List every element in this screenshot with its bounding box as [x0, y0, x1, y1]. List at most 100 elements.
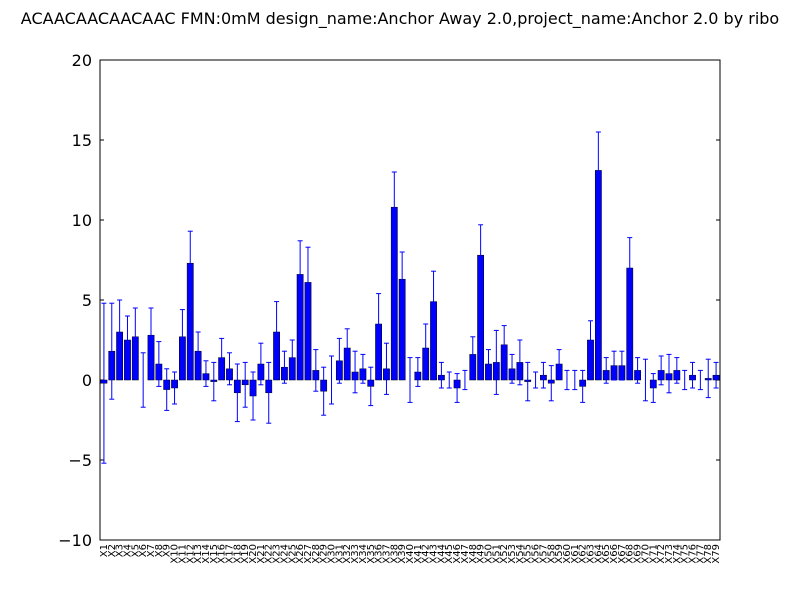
x-tick-label: X65 — [601, 544, 612, 564]
x-tick-label: X75 — [680, 544, 691, 564]
error-bar — [289, 339, 295, 376]
error-bar — [446, 371, 452, 389]
x-tick-label: X18 — [232, 544, 243, 564]
error-bar — [187, 230, 193, 296]
error-bar — [297, 240, 303, 309]
error-bar — [470, 336, 476, 373]
error-bar — [674, 357, 680, 384]
error-bar — [533, 371, 539, 389]
error-bar — [580, 369, 586, 403]
error-bar — [438, 361, 444, 389]
error-bar — [305, 246, 311, 319]
x-tick-label: X19 — [240, 544, 251, 564]
x-tick-label: X30 — [327, 544, 338, 564]
error-bar — [148, 307, 154, 363]
error-bar — [281, 350, 287, 384]
x-tick-label: X64 — [593, 544, 604, 564]
x-tick-label: X38 — [389, 544, 400, 564]
x-tick-label: X6 — [138, 544, 149, 557]
error-bar — [525, 361, 531, 402]
x-tick-label: X59 — [554, 544, 565, 564]
x-tick-label: X67 — [617, 544, 628, 564]
error-bar — [274, 301, 280, 363]
x-tick-label: X73 — [664, 544, 675, 564]
x-tick-label: X47 — [460, 544, 471, 564]
error-bar — [344, 328, 350, 368]
x-tick-label: X63 — [586, 544, 597, 564]
x-tick-label: X55 — [523, 544, 534, 564]
x-tick-label: X16 — [217, 544, 228, 564]
error-bar — [195, 331, 201, 371]
x-tick-label: X62 — [578, 544, 589, 564]
x-tick-label: X72 — [656, 544, 667, 564]
y-tick-label: 5 — [82, 291, 92, 310]
x-tick-label: X69 — [633, 544, 644, 564]
y-tick-label: 15 — [72, 131, 92, 150]
error-bar — [383, 342, 389, 395]
x-tick-label: X22 — [264, 544, 275, 564]
x-tick-label: X42 — [421, 544, 432, 564]
error-bar — [242, 361, 248, 408]
error-bar — [619, 350, 625, 381]
x-tick-label: X36 — [374, 544, 385, 564]
x-tick-label: X57 — [538, 544, 549, 564]
x-tick-label: X79 — [711, 544, 722, 564]
x-tick-label: X60 — [562, 544, 573, 564]
x-tick-label: X24 — [279, 544, 290, 564]
error-bar — [650, 373, 656, 403]
error-bar — [595, 131, 601, 210]
x-tick-label: X45 — [444, 544, 455, 564]
error-bar — [509, 353, 515, 384]
x-tick-label: X43 — [429, 544, 440, 564]
error-bar — [572, 369, 578, 391]
error-bar — [697, 369, 703, 391]
x-tick-label: X74 — [672, 544, 683, 564]
error-bar — [250, 371, 256, 421]
x-tick-label: X26 — [295, 544, 306, 564]
x-tick-label: X39 — [397, 544, 408, 564]
x-tick-label: X32 — [342, 544, 353, 564]
x-tick-label: X35 — [366, 544, 377, 564]
error-bar — [423, 323, 429, 373]
x-tick-label: X68 — [625, 544, 636, 564]
error-bar — [321, 366, 327, 416]
x-tick-label: X29 — [319, 544, 330, 564]
x-tick-label: X33 — [350, 544, 361, 564]
x-tick-label: X41 — [413, 544, 424, 564]
error-bar — [627, 237, 633, 299]
error-bar — [462, 369, 468, 391]
error-bar — [164, 368, 170, 411]
x-tick-label: X28 — [311, 544, 322, 564]
error-bar — [109, 302, 115, 400]
x-tick-label: X2 — [107, 544, 118, 557]
x-tick-label: X66 — [609, 544, 620, 564]
error-bar — [226, 352, 232, 386]
x-tick-label: X53 — [507, 544, 518, 564]
x-tick-label: X20 — [248, 544, 259, 564]
x-tick-label: X58 — [546, 544, 557, 564]
error-bar — [132, 307, 138, 367]
x-tick-label: X3 — [115, 544, 126, 557]
x-tick-label: X8 — [154, 544, 165, 557]
error-bar — [635, 357, 641, 384]
x-tick-label: X78 — [703, 544, 714, 564]
error-bar — [493, 329, 499, 395]
x-tick-label: X56 — [531, 544, 542, 564]
x-tick-label: X34 — [358, 544, 369, 564]
error-bar — [564, 369, 570, 391]
x-tick-label: X52 — [499, 544, 510, 564]
y-tick-label: 20 — [72, 51, 92, 70]
error-bar — [407, 357, 413, 403]
x-tick-label: X4 — [122, 544, 133, 557]
error-bar — [556, 349, 562, 379]
error-bar — [211, 361, 217, 402]
x-tick-label: X17 — [224, 544, 235, 564]
error-bar — [517, 339, 523, 386]
error-bar — [501, 325, 507, 365]
x-tick-label: X31 — [334, 544, 345, 564]
x-tick-label: X14 — [201, 544, 212, 564]
x-tick-label: X51 — [491, 544, 502, 564]
error-bar — [658, 355, 664, 386]
error-bar — [478, 224, 484, 287]
error-bar — [179, 309, 185, 365]
